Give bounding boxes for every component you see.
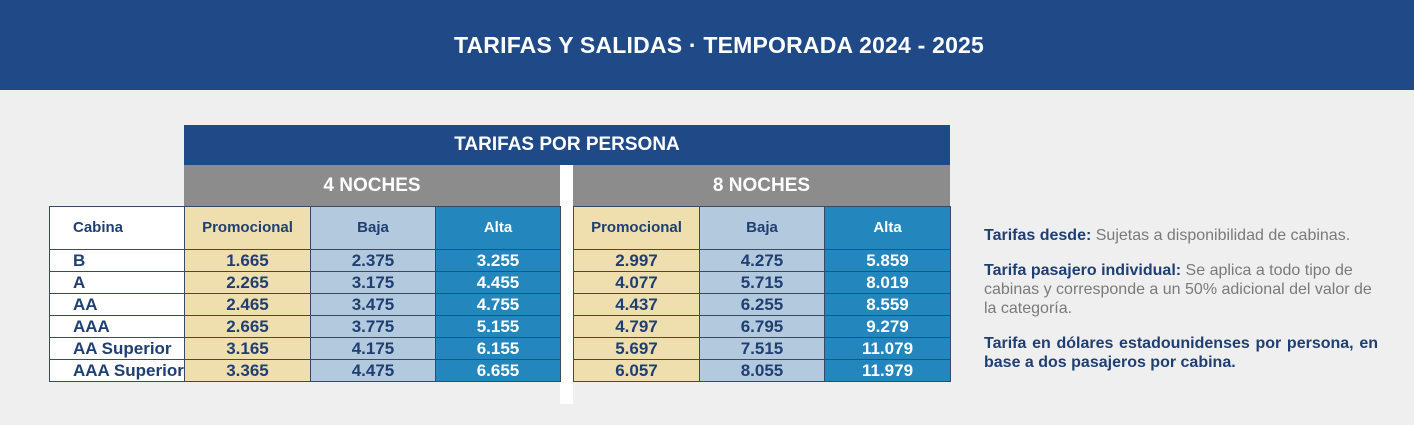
- rate-cell: 3.165: [184, 337, 311, 360]
- rate-cell: 11.079: [824, 337, 951, 360]
- table-row: 4.797 6.795 9.279: [573, 315, 951, 338]
- note-pasajero-individual: Tarifa pasajero individual: Se aplica a …: [984, 261, 1378, 318]
- rate-cell: 5.715: [699, 271, 825, 294]
- rate-notes: Tarifas desde: Sujetas a disponibilidad …: [984, 226, 1378, 388]
- column-header-baja: Baja: [310, 206, 436, 250]
- rate-cell: 4.797: [573, 315, 700, 338]
- rate-cell: 3.475: [310, 293, 436, 316]
- rate-cell: 4.275: [699, 249, 825, 272]
- rates-table-4-nights: Cabina Promocional Baja Alta B 1.665 2.3…: [49, 206, 561, 382]
- rate-cell: 4.175: [310, 337, 436, 360]
- table-row: 2.997 4.275 5.859: [573, 249, 951, 272]
- group-separator: [560, 165, 573, 404]
- table-header-row: Cabina Promocional Baja Alta: [49, 206, 561, 250]
- cabin-name: B: [49, 249, 185, 272]
- cabin-name: AAA Superior: [49, 359, 185, 382]
- note-tarifas-desde: Tarifas desde: Sujetas a disponibilidad …: [984, 226, 1378, 245]
- cabin-name: AA: [49, 293, 185, 316]
- rate-cell: 4.077: [573, 271, 700, 294]
- rate-cell: 6.155: [435, 337, 561, 360]
- table-header-row: Promocional Baja Alta: [573, 206, 951, 250]
- rates-main-header: TARIFAS POR PERSONA: [184, 125, 950, 165]
- note-label: Tarifa pasajero individual:: [984, 262, 1182, 279]
- rate-cell: 7.515: [699, 337, 825, 360]
- table-row: AA Superior 3.165 4.175 6.155: [49, 337, 561, 360]
- rate-cell: 3.255: [435, 249, 561, 272]
- rate-cell: 2.997: [573, 249, 700, 272]
- rate-cell: 5.697: [573, 337, 700, 360]
- rate-cell: 5.859: [824, 249, 951, 272]
- column-header-baja: Baja: [699, 206, 825, 250]
- rate-cell: 3.175: [310, 271, 436, 294]
- rate-cell: 4.437: [573, 293, 700, 316]
- rate-cell: 6.057: [573, 359, 700, 382]
- column-header-alta: Alta: [824, 206, 951, 250]
- column-header-promocional: Promocional: [184, 206, 311, 250]
- table-row: AAA Superior 3.365 4.475 6.655: [49, 359, 561, 382]
- group-header-8-nights: 8 NOCHES: [573, 165, 950, 206]
- page-banner: TARIFAS Y SALIDAS · TEMPORADA 2024 - 202…: [0, 0, 1414, 90]
- group-header-4-nights: 4 NOCHES: [184, 165, 560, 206]
- cabin-name: AAA: [49, 315, 185, 338]
- table-row: A 2.265 3.175 4.455: [49, 271, 561, 294]
- rate-cell: 6.795: [699, 315, 825, 338]
- rate-cell: 9.279: [824, 315, 951, 338]
- cabin-column-header: Cabina: [49, 206, 185, 250]
- rate-cell: 3.775: [310, 315, 436, 338]
- table-row: 4.077 5.715 8.019: [573, 271, 951, 294]
- rate-cell: 3.365: [184, 359, 311, 382]
- table-row: 5.697 7.515 11.079: [573, 337, 951, 360]
- rate-cell: 2.665: [184, 315, 311, 338]
- rate-cell: 11.979: [824, 359, 951, 382]
- rate-cell: 4.455: [435, 271, 561, 294]
- note-text: Se aplica a todo tipo de cabinas y corre…: [984, 262, 1372, 317]
- cabin-name: AA Superior: [49, 337, 185, 360]
- rate-cell: 2.375: [310, 249, 436, 272]
- rate-cell: 5.155: [435, 315, 561, 338]
- table-row: AA 2.465 3.475 4.755: [49, 293, 561, 316]
- rate-cell: 2.465: [184, 293, 311, 316]
- table-row: 4.437 6.255 8.559: [573, 293, 951, 316]
- rate-cell: 4.755: [435, 293, 561, 316]
- page-title: TARIFAS Y SALIDAS · TEMPORADA 2024 - 202…: [453, 31, 985, 58]
- rate-cell: 8.559: [824, 293, 951, 316]
- rate-cell: 8.019: [824, 271, 951, 294]
- table-row: B 1.665 2.375 3.255: [49, 249, 561, 272]
- note-text: Sujetas a disponibilidad de cabinas.: [1095, 227, 1351, 244]
- rate-cell: 6.255: [699, 293, 825, 316]
- rates-table-8-nights: Promocional Baja Alta 2.997 4.275 5.859 …: [573, 206, 951, 382]
- note-label: Tarifas desde:: [984, 227, 1092, 244]
- rate-cell: 6.655: [435, 359, 561, 382]
- column-header-alta: Alta: [435, 206, 561, 250]
- note-currency: Tarifa en dólares estadounidenses por pe…: [984, 335, 1378, 371]
- column-header-promocional: Promocional: [573, 206, 700, 250]
- cabin-name: A: [49, 271, 185, 294]
- rate-cell: 1.665: [184, 249, 311, 272]
- table-row: 6.057 8.055 11.979: [573, 359, 951, 382]
- table-row: AAA 2.665 3.775 5.155: [49, 315, 561, 338]
- rate-cell: 2.265: [184, 271, 311, 294]
- rate-cell: 8.055: [699, 359, 825, 382]
- rate-cell: 4.475: [310, 359, 436, 382]
